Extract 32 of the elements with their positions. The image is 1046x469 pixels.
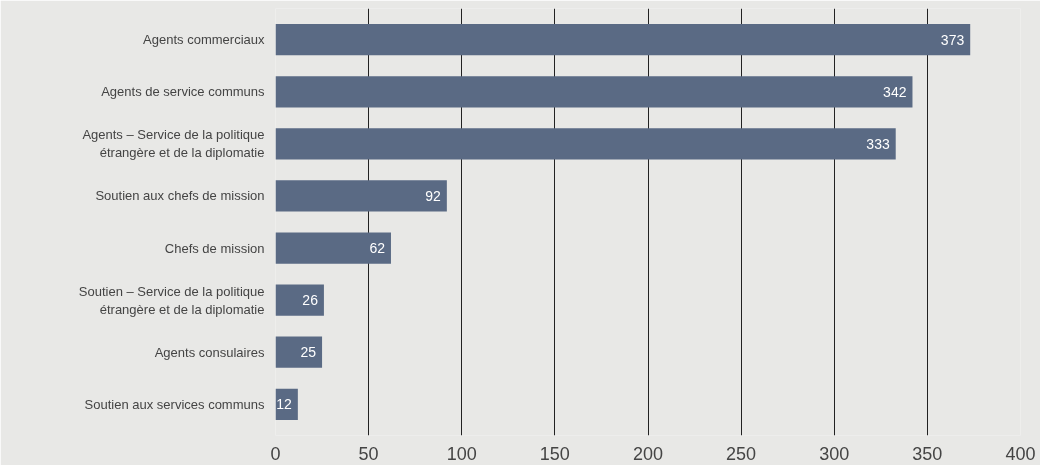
data-label: 25 [300, 344, 317, 361]
data-label: 12 [276, 396, 293, 413]
x-tick-label: 100 [446, 443, 477, 464]
y-tick-label: Soutien – Service de la politique étrangère et de la diplomatie [78, 283, 265, 317]
bar [275, 128, 896, 160]
data-label: 62 [369, 240, 386, 257]
x-tick-label: 250 [726, 443, 757, 464]
x-tick-label: 400 [1005, 443, 1036, 464]
y-tick-label: Agents consulaires [154, 344, 265, 360]
x-tick-label: 300 [819, 443, 850, 464]
x-tick-label: 350 [912, 443, 943, 464]
data-label: 373 [940, 31, 965, 48]
bar [275, 76, 913, 108]
data-label: 342 [883, 83, 907, 100]
y-tick-label: Agents de service communs [101, 84, 265, 100]
x-tick-label: 150 [539, 443, 570, 464]
x-tick-label: 200 [632, 443, 664, 464]
data-label: 26 [302, 292, 319, 309]
y-tick-label: Soutien aux chefs de mission [95, 188, 265, 204]
bar [275, 24, 971, 56]
bar [275, 232, 391, 264]
bar [275, 284, 324, 316]
x-tick-label: 50 [358, 443, 379, 464]
y-tick-label: Agents commerciaux [143, 32, 265, 48]
y-tick-label: Soutien aux services communs [84, 396, 265, 412]
data-label: 333 [866, 135, 890, 152]
x-tick-label: 0 [270, 443, 281, 464]
bar [275, 336, 323, 368]
data-label: 92 [425, 187, 442, 204]
bar [275, 180, 447, 212]
y-tick-label: Chefs de mission [164, 240, 265, 256]
y-tick-label: Agents – Service de la politique étrangère et de la diplomatie [82, 127, 265, 161]
